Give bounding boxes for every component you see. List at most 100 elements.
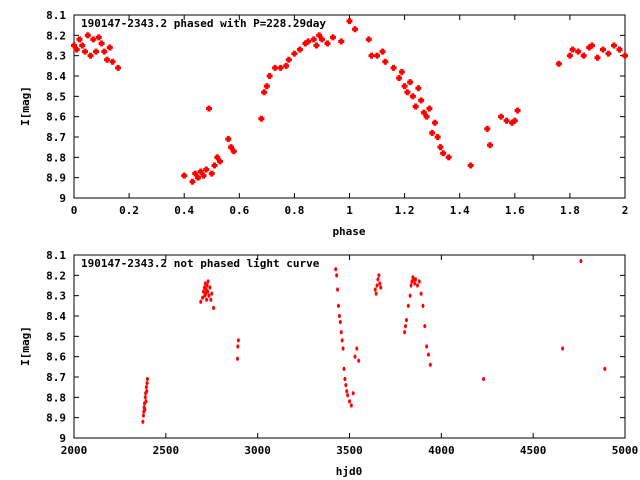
data-point xyxy=(272,64,279,71)
data-point xyxy=(409,283,413,288)
data-point xyxy=(324,40,331,47)
x-tick-label: 0.8 xyxy=(284,204,304,217)
data-point xyxy=(258,115,265,122)
data-point xyxy=(204,291,208,296)
data-point xyxy=(217,158,224,165)
x-tick-label: 5000 xyxy=(612,444,639,457)
y-ticks: 8.1 8.2 8.3 8.4 8.5 8.6 8.7 8.8 8.9 9 xyxy=(46,249,625,445)
y-tick-label: 9 xyxy=(59,432,66,445)
y-tick-label: 8.4 xyxy=(46,310,66,323)
x-tick-label: 0.6 xyxy=(229,204,249,217)
x-axis-title: phase xyxy=(332,225,365,238)
data-point xyxy=(98,40,105,47)
data-point xyxy=(143,407,147,412)
data-point xyxy=(141,413,145,418)
data-point xyxy=(622,52,628,59)
data-point xyxy=(291,50,298,57)
data-point xyxy=(555,60,562,67)
data-point xyxy=(375,283,379,288)
data-point xyxy=(514,107,521,114)
data-point xyxy=(211,162,218,169)
data-point xyxy=(382,58,389,65)
data-point xyxy=(426,352,430,357)
data-point xyxy=(202,285,206,290)
data-point xyxy=(440,150,447,157)
data-point xyxy=(90,36,97,43)
data-point xyxy=(410,279,414,284)
x-tick-label: 4000 xyxy=(428,444,455,457)
y-tick-label: 8.5 xyxy=(46,90,66,103)
data-point xyxy=(418,97,425,104)
data-point xyxy=(390,64,397,71)
data-point xyxy=(338,320,342,325)
data-point xyxy=(285,56,292,63)
data-point xyxy=(413,281,417,286)
data-point xyxy=(484,125,491,132)
data-point xyxy=(197,168,204,175)
data-point xyxy=(194,174,201,181)
data-point xyxy=(93,48,100,55)
y-tick-label: 8.7 xyxy=(46,371,66,384)
data-point xyxy=(181,172,188,179)
data-point xyxy=(349,403,353,408)
chart-title: 190147-2343.2 phased with P=228.29day xyxy=(81,17,326,30)
y-tick-label: 8.1 xyxy=(46,9,66,22)
data-point xyxy=(415,85,422,92)
y-tick-label: 8.1 xyxy=(46,249,66,262)
data-point xyxy=(343,377,347,382)
data-point xyxy=(205,105,212,112)
y-tick-label: 8.5 xyxy=(46,330,66,343)
data-point xyxy=(376,277,380,282)
x-tick-label: 1.2 xyxy=(395,204,415,217)
data-point xyxy=(101,48,108,55)
data-point xyxy=(409,93,416,100)
data-point xyxy=(412,103,419,110)
data-point xyxy=(379,48,386,55)
y-tick-label: 8.3 xyxy=(46,50,66,63)
data-point xyxy=(106,44,113,51)
y-tick-label: 8.6 xyxy=(46,351,66,364)
data-point xyxy=(316,32,323,39)
y-tick-label: 8.8 xyxy=(46,151,66,164)
data-point xyxy=(396,75,403,82)
data-point xyxy=(212,305,216,310)
data-point xyxy=(419,291,423,296)
y-tick-label: 8.9 xyxy=(46,412,66,425)
data-point xyxy=(201,295,205,300)
y-tick-label: 9 xyxy=(59,192,66,205)
data-point xyxy=(575,48,582,55)
x-tick-label: 1.8 xyxy=(560,204,580,217)
data-point xyxy=(594,54,601,61)
data-point xyxy=(236,344,240,349)
data-point xyxy=(335,273,339,278)
data-point xyxy=(144,385,148,390)
data-point xyxy=(266,73,273,79)
data-point xyxy=(143,395,147,400)
data-point xyxy=(337,314,341,318)
data-point xyxy=(205,283,209,288)
data-point xyxy=(357,358,361,363)
data-point xyxy=(87,52,94,59)
data-point xyxy=(428,362,432,367)
data-point xyxy=(379,285,383,290)
data-point xyxy=(408,293,412,298)
data-point xyxy=(336,287,340,292)
data-point xyxy=(603,366,607,371)
y-tick-label: 8.2 xyxy=(46,269,66,282)
data-point xyxy=(318,36,325,43)
data-point xyxy=(71,42,77,49)
data-point xyxy=(141,419,145,424)
data-point xyxy=(192,170,199,177)
data-point xyxy=(404,89,411,96)
data-point xyxy=(305,38,312,45)
data-point xyxy=(511,117,518,124)
data-point xyxy=(368,52,375,59)
data-point xyxy=(404,318,408,323)
data-point xyxy=(352,26,359,33)
data-point xyxy=(235,356,239,361)
plot-frame xyxy=(73,254,626,439)
data-point xyxy=(214,154,221,161)
y-tick-label: 8.9 xyxy=(46,172,66,185)
data-point xyxy=(616,46,623,53)
